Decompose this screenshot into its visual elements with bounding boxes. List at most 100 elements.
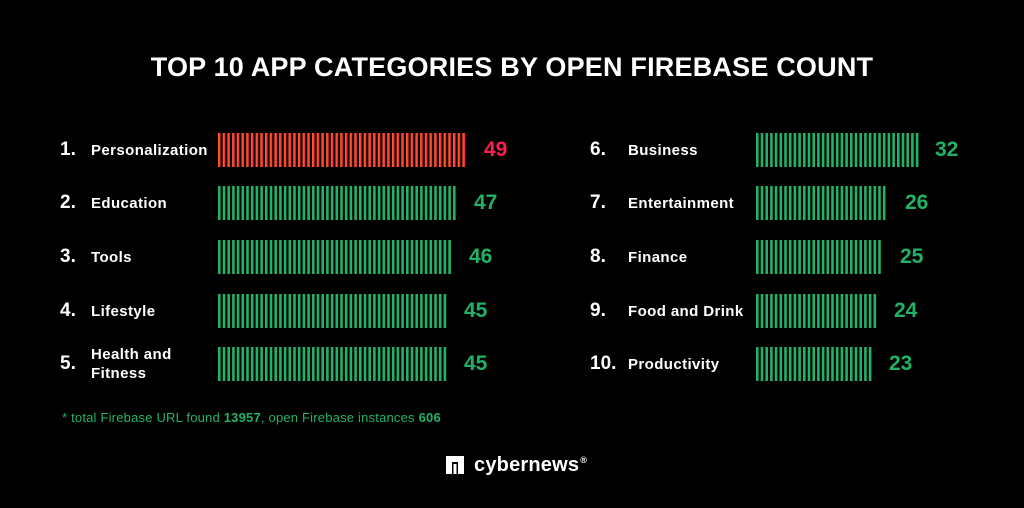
bar-stripe [817,186,820,220]
bar-stripe [269,133,273,167]
bar-stripe [241,347,245,381]
bar-stripe [826,347,830,381]
bar-stripe [873,240,877,274]
bar-stripe [302,294,306,328]
bar-stripe [835,133,839,167]
bar-stripe [406,294,409,328]
bar-stripe [260,240,263,274]
bar-stripe [241,186,245,220]
bar-stripe [821,186,825,220]
bar-stripe [788,294,792,328]
bar-stripe [382,240,386,274]
bar-stripe [410,294,414,328]
bar-stripe [222,347,226,381]
bar-stripe [873,186,877,220]
bar-stripe [227,347,230,381]
bar-stripe [443,240,447,274]
bar-stripe [274,240,277,274]
bar-stripe [368,186,371,220]
bar-stripe [864,240,867,274]
bar-stripe [868,240,872,274]
bar-stripe [255,240,259,274]
bar-stripe [873,133,877,167]
bar-stripe [840,133,844,167]
bar-stripe [807,347,811,381]
bar-stripe [246,347,249,381]
bar-stripe [821,133,825,167]
bar-stripe [760,347,764,381]
bar-stripe [864,186,867,220]
bar-stripe [312,240,315,274]
bar-stripe [760,240,764,274]
bar-stripe [312,347,315,381]
bar-stripe [265,240,268,274]
bar-stripe [793,186,797,220]
bar-stripe [406,133,409,167]
bar-stripe [415,186,418,220]
bar-stripe [255,347,259,381]
bar-stripe [415,133,418,167]
bar-stripe [307,294,310,328]
bar-stripe [756,133,759,167]
bar-stripe [387,294,390,328]
bar-stripe [443,133,447,167]
bar-stripe [882,133,886,167]
bar-stripe [798,347,801,381]
bar-stripe [438,240,442,274]
bar-stripe [854,240,858,274]
bar-stripe [368,240,371,274]
bar-stripe [448,186,451,220]
bar-stripe [443,186,447,220]
bar-stripe [326,240,329,274]
bar-stripe [438,347,442,381]
bar-stripe [817,133,820,167]
bar-stripe [368,347,371,381]
bar-stripe [222,240,226,274]
bar-stripe [326,186,329,220]
bar-stripe [854,133,858,167]
bar-stripe [859,294,862,328]
bar-stripe [807,294,811,328]
rank-label: 8. [590,246,606,267]
bar-stripe [250,240,254,274]
bar-stripe [302,186,306,220]
bar-stripe [770,133,773,167]
bar-stripe [227,186,230,220]
bar-stripe [784,240,787,274]
bar-stripe [864,294,867,328]
bar-stripe [429,347,433,381]
bar-stripe [760,294,764,328]
bar-stripe [410,240,414,274]
bar-stripe [817,294,820,328]
bar-stripe [307,240,310,274]
bar-stripes [218,133,465,167]
bar-stripe [826,294,830,328]
bar-stripe [260,294,263,328]
bar-stripe [831,240,834,274]
bar-stripe [387,347,390,381]
bar-stripe [279,294,282,328]
rank-label: 7. [590,192,606,213]
bar-stripe [344,294,348,328]
bar-stripe [391,133,395,167]
bar-stripe [835,240,839,274]
bar-stripe [424,133,428,167]
bar-stripe [424,186,428,220]
bar-stripe [835,294,839,328]
bar-stripe [222,133,226,167]
bar-stripe [316,186,320,220]
bar-stripe [302,347,306,381]
bar-stripe [349,347,353,381]
bar-stripe [770,240,773,274]
bar-stripe [424,240,428,274]
bar-stripe [854,186,858,220]
bar-stripe [420,133,423,167]
bar-stripe [850,347,853,381]
bar-stripe [774,347,778,381]
bar-stripe [415,240,418,274]
bar [218,347,447,381]
bar [756,294,877,328]
bar-stripe [434,133,437,167]
bar-stripe [246,294,249,328]
bar-stripe [326,347,329,381]
